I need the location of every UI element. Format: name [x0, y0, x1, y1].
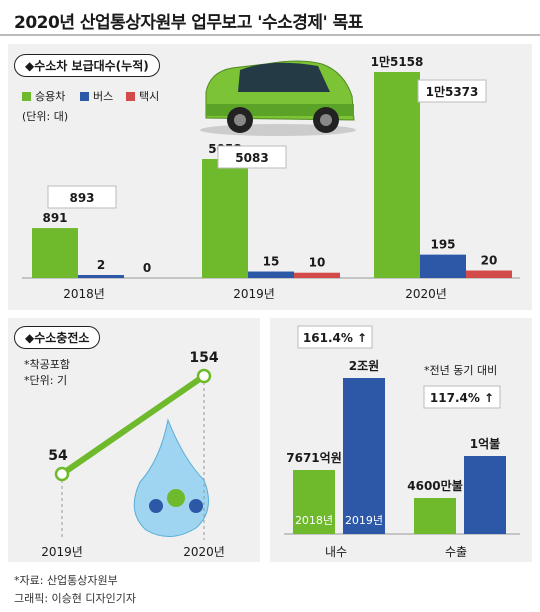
bar-label-2-2: 20 — [481, 254, 498, 268]
legend-car: 승용차 — [22, 88, 65, 104]
export-note: *전년 동기 대비 — [424, 364, 498, 377]
total-box-1 — [217, 145, 287, 169]
total-box-2 — [417, 79, 487, 103]
growth-box-domestic — [297, 325, 373, 349]
export-value-0-1: 2조원 — [349, 359, 379, 373]
legend-bus: 버스 — [80, 88, 113, 104]
legend-bus-swatch — [80, 91, 89, 101]
station-note-2: *단위: 기 — [24, 374, 68, 387]
total-label-1: 5083 — [235, 151, 268, 165]
export-bar-0-0 — [293, 470, 335, 534]
station-note-1: *착공포함 — [24, 358, 70, 371]
bar-label-1-2: 10 — [309, 256, 326, 270]
bar-label-2-1: 195 — [430, 238, 455, 252]
station-heading: ◆수소충전소 — [14, 326, 101, 349]
growth-label-domestic: 161.4% ↑ — [303, 331, 367, 345]
export-year-0: 2018년 — [295, 514, 333, 527]
page-title: 2020년 산업통상자원부 업무보고 '수소경제' 목표 — [14, 13, 363, 33]
total-label-0: 893 — [69, 191, 94, 205]
vehicle-year-0: 2018년 — [63, 287, 105, 301]
export-bar-0-1 — [343, 378, 385, 534]
legend-taxi-label: 택시 — [139, 90, 160, 103]
legend-car-label: 승용차 — [35, 90, 66, 103]
station-point-0 — [54, 466, 70, 482]
bar-2-1 — [420, 254, 466, 278]
export-value-1-0: 4600만불 — [407, 478, 462, 493]
bar-2-0 — [374, 72, 420, 278]
total-box-0 — [47, 185, 117, 209]
footer-source: *자료: 산업통상자원부 — [14, 574, 118, 587]
legend-taxi-swatch — [126, 91, 135, 101]
car-illustration — [200, 60, 356, 136]
bar-1-1 — [248, 271, 294, 278]
vehicle-year-1: 2019년 — [233, 287, 275, 301]
bar-label-1-1: 15 — [263, 255, 280, 269]
export-category-1: 수출 — [445, 545, 467, 559]
footer-credit: 그래픽: 이승현 디자인기자 — [14, 592, 137, 605]
title-divider — [0, 34, 540, 36]
bar-label-0-2: 0 — [143, 261, 151, 275]
station-panel — [8, 318, 260, 562]
total-label-2: 1만5373 — [426, 84, 479, 99]
export-year-1: 2019년 — [345, 514, 383, 527]
bar-label-0-1: 2 — [97, 258, 105, 272]
station-value-1: 154 — [189, 350, 218, 366]
bar-1-2 — [294, 272, 340, 278]
vehicle-unit: (단위: 대) — [22, 110, 69, 123]
bar-label-2-0: 1만5158 — [371, 54, 424, 69]
station-year-0: 2019년 — [41, 545, 83, 559]
station-line — [60, 373, 206, 477]
station-year-1: 2020년 — [183, 545, 225, 559]
growth-box-export — [423, 385, 501, 409]
bar-1-0 — [202, 159, 248, 278]
legend-bus-label: 버스 — [93, 90, 114, 103]
export-bar-1-1 — [464, 456, 506, 534]
legend-taxi: 택시 — [126, 88, 159, 104]
vehicle-heading: ◆수소차 보급대수(누적) — [14, 54, 160, 77]
legend-car-swatch — [22, 91, 31, 101]
hydrogen-drop-illustration — [133, 418, 209, 537]
export-value-1-1: 1억불 — [470, 437, 500, 451]
export-value-0-0: 7671억원 — [286, 451, 341, 465]
station-point-1 — [196, 368, 212, 384]
export-category-0: 내수 — [325, 545, 347, 559]
bar-label-0-0: 891 — [42, 211, 67, 225]
bar-0-1 — [78, 275, 124, 278]
bar-0-0 — [32, 228, 78, 278]
station-value-0: 54 — [48, 448, 68, 464]
bar-2-2 — [466, 270, 512, 278]
growth-label-export: 117.4% ↑ — [430, 391, 494, 405]
vehicle-year-2: 2020년 — [405, 287, 447, 301]
export-bar-1-0 — [414, 498, 456, 534]
